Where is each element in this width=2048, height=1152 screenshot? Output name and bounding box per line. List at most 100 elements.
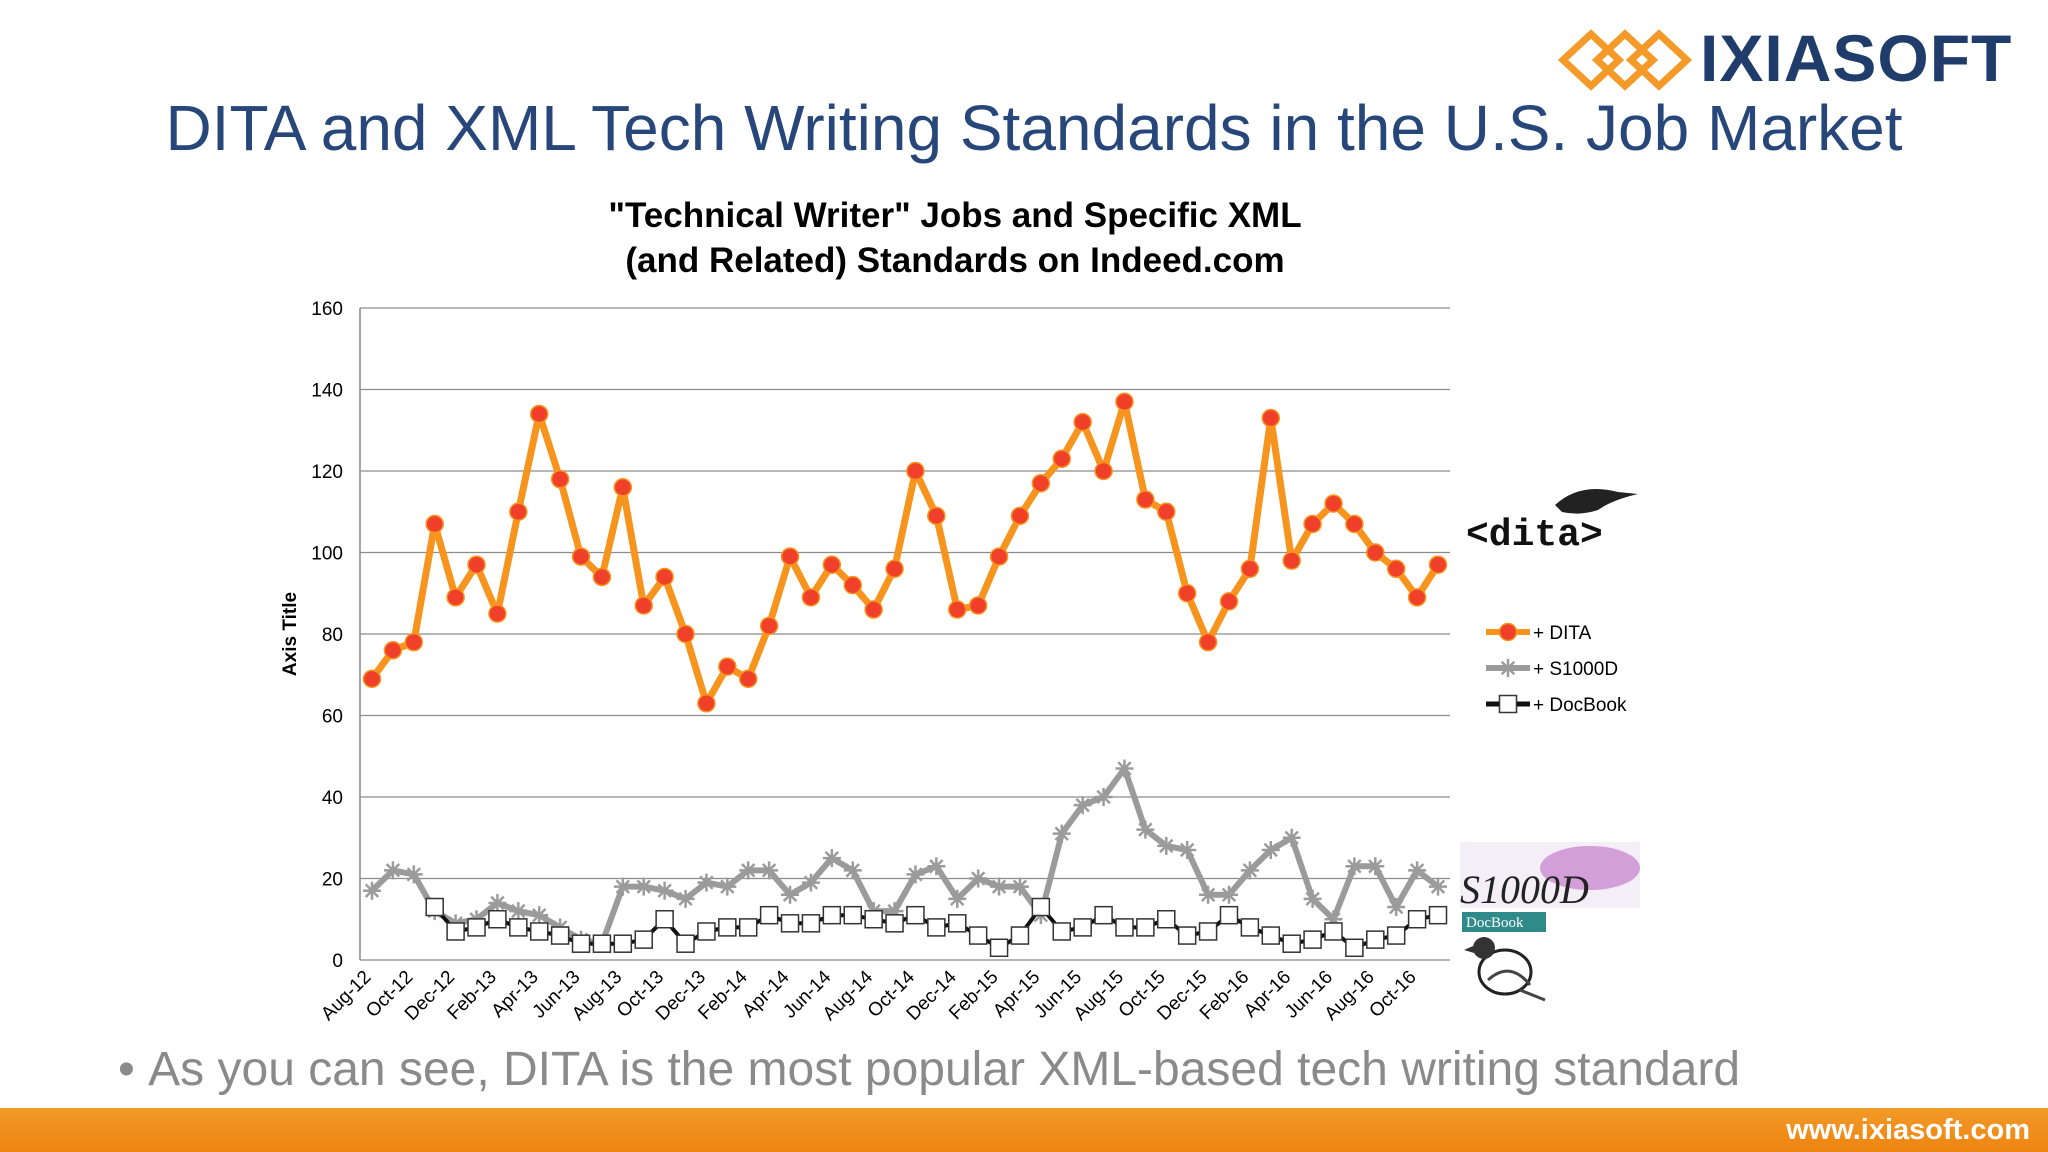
data-point [676, 889, 695, 908]
docbook-logo: DocBook [1462, 912, 1546, 1002]
data-point [780, 914, 800, 933]
data-point [885, 559, 904, 579]
data-point [801, 914, 821, 933]
data-point [509, 902, 528, 921]
footer-url[interactable]: www.ixiasoft.com [1786, 1114, 2030, 1146]
data-point [906, 905, 925, 925]
data-point [968, 596, 988, 615]
data-point [1386, 559, 1406, 579]
docbook-logo-text: DocBook [1466, 915, 1524, 931]
slide-title: DITA and XML Tech Writing Standards in t… [165, 92, 1903, 164]
data-point [1136, 918, 1155, 937]
data-point [1177, 926, 1197, 945]
data-point [613, 877, 632, 896]
y-tick-label: 40 [322, 788, 343, 809]
data-point [864, 600, 883, 619]
s1000d-logo: S1000D [1460, 842, 1640, 912]
data-point [383, 641, 403, 660]
data-point [1199, 885, 1218, 904]
duck-icon [1464, 937, 1546, 1002]
data-point [927, 918, 946, 937]
data-point [968, 926, 988, 945]
data-point [1198, 632, 1218, 652]
data-point [634, 596, 653, 615]
data-point [927, 506, 946, 526]
data-point [655, 910, 674, 929]
data-point [425, 514, 444, 534]
series-line [369, 765, 1440, 947]
data-point [529, 922, 549, 941]
series-line [369, 398, 1441, 707]
data-point [404, 865, 423, 884]
data-point [1261, 840, 1280, 859]
data-point [1073, 796, 1092, 815]
data-point [1282, 828, 1301, 847]
data-point [1052, 824, 1071, 843]
data-point [1345, 938, 1364, 958]
data-point [1052, 449, 1072, 469]
bullet-glyph: • [118, 1043, 149, 1096]
ixiasoft-logo-mark [1557, 29, 1693, 91]
data-point [697, 694, 716, 713]
data-point [822, 905, 842, 925]
data-point [1366, 543, 1385, 562]
data-point [1428, 905, 1448, 925]
data-point [1261, 408, 1281, 428]
data-point [760, 861, 779, 880]
data-point [969, 869, 988, 888]
data-point [989, 547, 1009, 566]
data-point [1324, 494, 1343, 513]
data-point [759, 905, 779, 925]
data-point [571, 547, 591, 566]
data-point [1094, 461, 1113, 481]
data-point [1429, 877, 1447, 896]
bullet-point: • As you can see, DITA is the most popul… [118, 1040, 1740, 1100]
data-point [1407, 910, 1427, 929]
data-point [1219, 905, 1239, 925]
data-point [822, 555, 842, 574]
data-point [1010, 926, 1030, 945]
data-point [1115, 759, 1134, 778]
chart-title-line-2: (and Related) Standards on Indeed.com [625, 241, 1284, 280]
s1000d-logo-text: S1000D [1460, 867, 1589, 912]
y-tick-label: 100 [311, 544, 343, 565]
data-point [613, 934, 633, 953]
data-point [592, 934, 612, 953]
data-point [1345, 857, 1364, 876]
y-tick-label: 120 [311, 462, 343, 483]
x-tick-label: Aug-12 [317, 967, 375, 1025]
data-point [1408, 861, 1427, 880]
data-point [1178, 840, 1197, 859]
data-point [843, 575, 862, 595]
data-point [906, 865, 925, 884]
data-point [634, 930, 653, 949]
data-point [885, 914, 904, 933]
data-point [383, 861, 402, 880]
data-point [781, 885, 800, 904]
legend-item: + DITA [1486, 622, 1592, 644]
x-tick-label: Oct-16 [1365, 967, 1420, 1022]
series-s1000d [363, 759, 1447, 953]
data-point [488, 604, 507, 623]
data-point [1345, 514, 1364, 534]
data-point [634, 877, 653, 896]
data-point [1031, 897, 1051, 917]
legend-item: + S1000D [1486, 659, 1618, 680]
bird-icon [1555, 488, 1638, 514]
data-point [1157, 836, 1176, 855]
data-point [571, 934, 591, 953]
data-point [739, 861, 758, 880]
data-point [550, 469, 570, 489]
data-point [550, 926, 570, 945]
y-tick-label: 140 [311, 381, 343, 402]
data-point [1407, 588, 1427, 607]
data-point [1240, 559, 1260, 579]
data-point [1073, 918, 1092, 937]
data-point [948, 889, 967, 908]
legend-marker [1499, 659, 1517, 677]
data-point [1324, 910, 1343, 929]
data-point [509, 918, 528, 937]
series-docbook [425, 897, 1448, 958]
data-point [759, 616, 779, 636]
y-tick-label: 20 [322, 870, 343, 891]
